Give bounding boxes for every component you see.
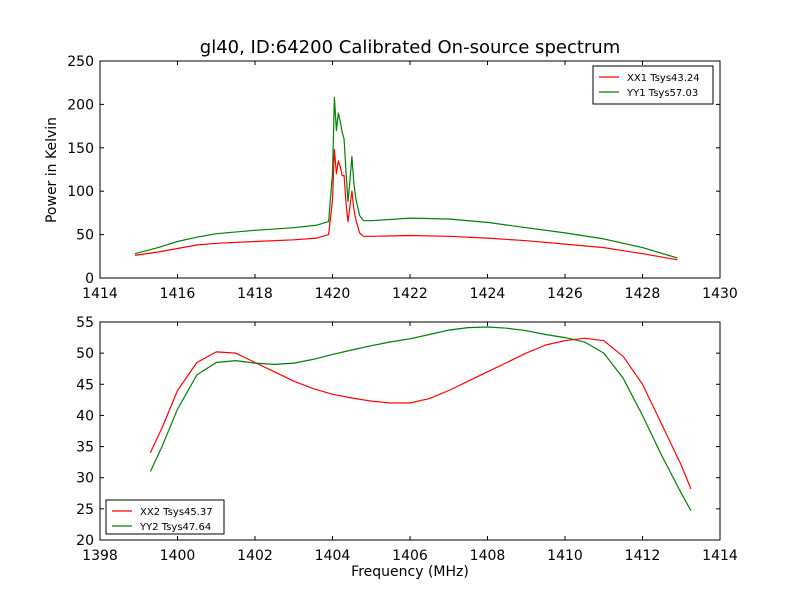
x-tick-label: 1430 [702, 286, 738, 302]
legend-label-2: YY1 Tsys57.03 [626, 88, 698, 99]
x-tick-label: 1404 [315, 548, 351, 564]
x-tick-label: 1416 [160, 286, 196, 302]
legend-box [592, 65, 714, 105]
y-tick-label: 20 [76, 533, 94, 549]
series-line-1 [149, 337, 692, 490]
legend-label-1: XX1 Tsys43.24 [627, 73, 700, 84]
y-tick-label: 45 [76, 377, 94, 393]
series-line-2 [134, 96, 678, 259]
x-tick-label: 1418 [237, 286, 273, 302]
figure-title: gl40, ID:64200 Calibrated On-source spec… [200, 37, 620, 58]
y-tick-label: 200 [67, 97, 94, 113]
x-tick-label: 1422 [392, 286, 428, 302]
x-tick-label: 1410 [547, 548, 583, 564]
legend-label-2: YY2 Tsys47.64 [139, 522, 211, 533]
x-axis-title: Frequency (MHz) [351, 564, 469, 580]
x-tick-label: 1426 [547, 286, 583, 302]
y-tick-label: 0 [85, 271, 94, 287]
x-tick-label: 1414 [82, 286, 118, 302]
x-tick-label: 1420 [315, 286, 351, 302]
y-tick-label: 55 [76, 315, 94, 331]
y-tick-label: 40 [76, 408, 94, 424]
x-tick-label: 1424 [470, 286, 506, 302]
x-tick-label: 1414 [702, 548, 738, 564]
legend-label-1: XX2 Tsys45.37 [140, 507, 213, 518]
y-tick-label: 100 [67, 184, 94, 200]
y-tick-label: 30 [76, 471, 94, 487]
x-tick-label: 1406 [392, 548, 428, 564]
y-axis-title: Power in Kelvin [44, 117, 60, 223]
x-tick-label: 1412 [625, 548, 661, 564]
x-tick-label: 1428 [625, 286, 661, 302]
x-tick-label: 1400 [160, 548, 196, 564]
y-tick-label: 50 [76, 228, 94, 244]
y-tick-label: 25 [76, 502, 94, 518]
y-tick-label: 50 [76, 346, 94, 362]
x-tick-label: 1398 [82, 548, 118, 564]
chart-panel-bottom: 1398 1400 1402 1404 1406 1408 1410 1412 1414 20 25… [76, 315, 738, 580]
y-tick-label: 250 [67, 54, 94, 70]
series-line-2 [149, 326, 692, 511]
legend-box [105, 499, 225, 535]
y-tick-label: 35 [76, 440, 94, 456]
y-tick-label: 150 [67, 141, 94, 157]
x-tick-label: 1402 [237, 548, 273, 564]
legend: XX1 Tsys43.24 YY1 Tsys57.03 [592, 65, 714, 105]
series-line-1 [134, 148, 678, 261]
x-tick-label: 1408 [470, 548, 506, 564]
chart-panel-top: 1414 1416 1418 1420 1422 1424 1426 1428 1430 0 50 1… [44, 54, 738, 302]
legend: XX2 Tsys45.37 YY2 Tsys47.64 [105, 499, 225, 535]
